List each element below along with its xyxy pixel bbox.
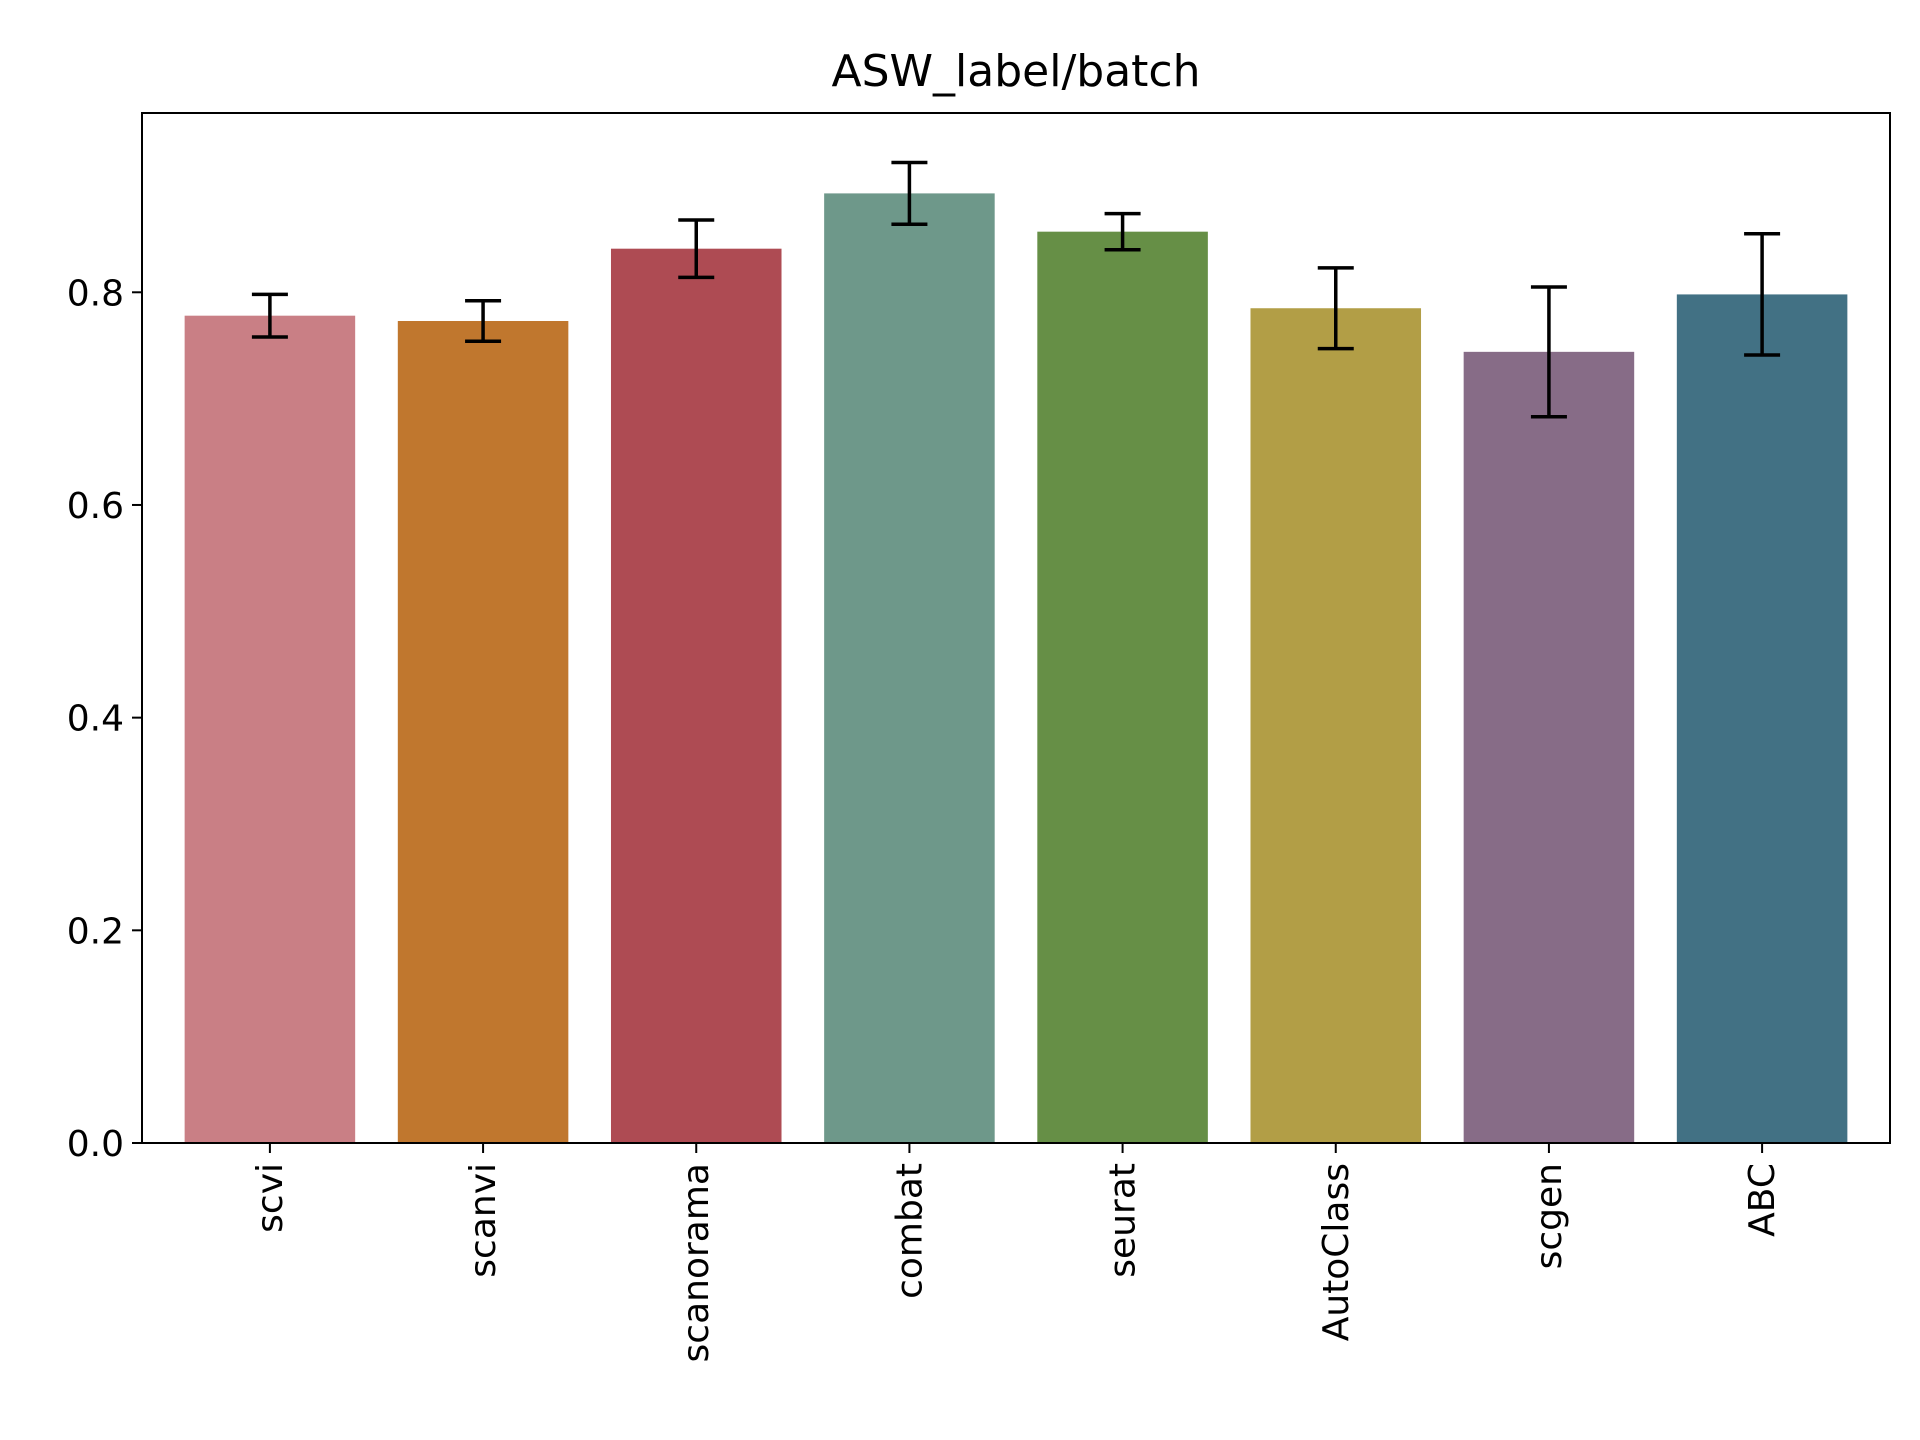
bar-AutoClass <box>1250 308 1422 1143</box>
error-bar-combat <box>891 160 928 226</box>
error-bar-scvi <box>251 292 288 339</box>
x-tick-label: AutoClass <box>1316 1163 1357 1341</box>
error-bar-scanorama <box>678 218 715 280</box>
error-bar-AutoClass <box>1317 266 1354 351</box>
bar-scvi <box>184 315 356 1143</box>
bar-scanvi <box>397 320 569 1144</box>
y-tick-label: 0.2 <box>67 911 124 952</box>
error-bar-scgen <box>1530 285 1567 419</box>
bar-scanorama <box>610 248 782 1144</box>
x-axis: scvi scanvi scanorama combat seurat AutoClass… <box>250 1143 1783 1362</box>
bar-seurat <box>1037 231 1208 1143</box>
chart-title: ASW_label/batch <box>832 46 1201 97</box>
error-bar-ABC <box>1744 232 1781 357</box>
bar-scgen <box>1463 351 1635 1143</box>
y-axis: 0.0 0.2 0.4 0.6 0.8 <box>67 273 142 1165</box>
plot-area-frame <box>141 112 1891 1144</box>
x-tick-label: scanorama <box>676 1163 717 1362</box>
y-tick-label: 0.8 <box>67 273 124 314</box>
y-tick-label: 0.4 <box>67 699 124 740</box>
x-tick-label: combat <box>889 1163 930 1299</box>
x-tick-label: scanvi <box>463 1163 504 1278</box>
x-tick-label: scgen <box>1529 1163 1570 1269</box>
error-bar-scanvi <box>465 299 502 343</box>
x-tick-label: seurat <box>1103 1163 1144 1278</box>
x-tick-label: ABC <box>1742 1163 1783 1237</box>
x-tick-label: scvi <box>250 1163 291 1233</box>
y-tick-label: 0.0 <box>67 1124 124 1165</box>
error-bars-layer <box>251 160 1781 419</box>
bar-combat <box>824 193 995 1143</box>
bars-layer <box>184 193 1848 1144</box>
y-tick-label: 0.6 <box>67 486 124 527</box>
error-bar-seurat <box>1104 211 1141 252</box>
bar-ABC <box>1676 294 1848 1143</box>
